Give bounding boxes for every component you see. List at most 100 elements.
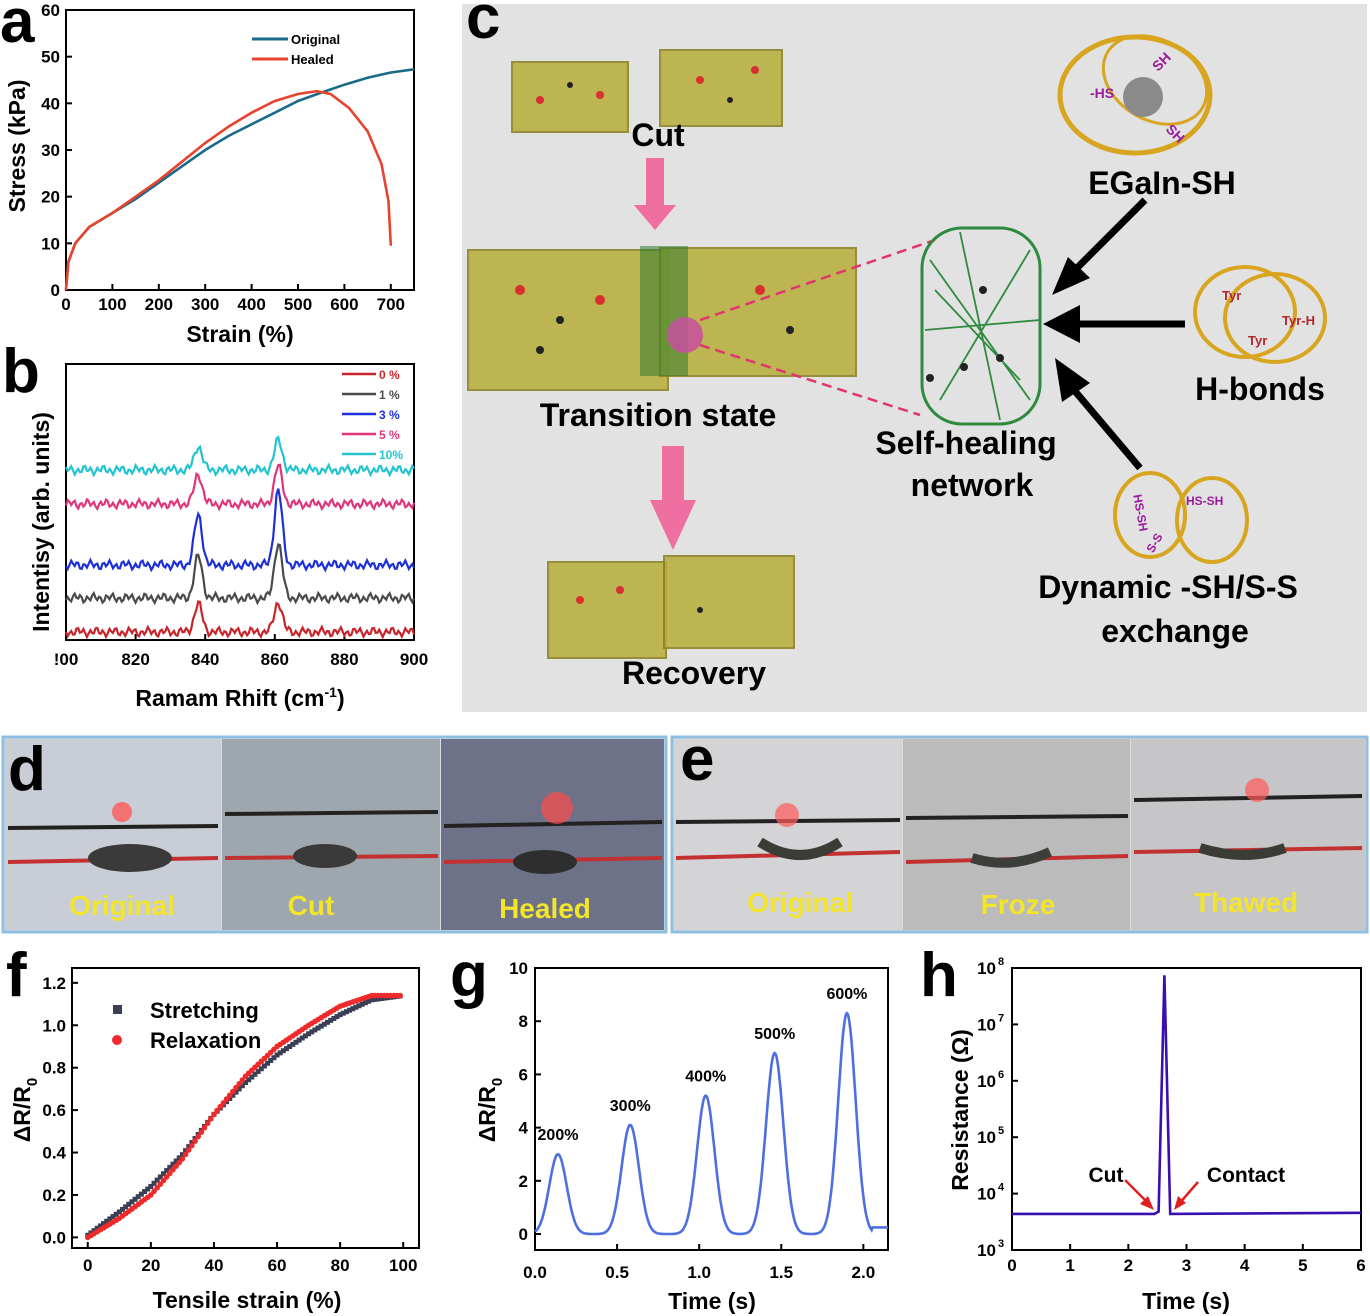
- relaxation-point: [214, 1107, 220, 1114]
- stretching-point: [337, 1012, 343, 1018]
- h-bonds-label-tyr1: Tyr: [1222, 288, 1241, 303]
- panel-b-xlabel-end: ): [337, 685, 345, 711]
- photo-d-original: [5, 739, 221, 930]
- ytick-label: 30: [41, 141, 60, 160]
- dynamic-label-hs-sh2: HS-SH: [1186, 494, 1223, 508]
- relaxation-point: [204, 1120, 211, 1127]
- raman-series-line: [64, 463, 416, 512]
- panel-f-ylabel-sub: 0: [24, 1078, 41, 1086]
- stretching-point: [239, 1083, 245, 1089]
- relaxation-point: [223, 1096, 230, 1102]
- annotation-cut: Cut: [1089, 1164, 1124, 1187]
- xtick-label: 5: [1298, 1256, 1307, 1275]
- stretching-point: [271, 1055, 277, 1061]
- panel-letter-h: h: [920, 941, 958, 1010]
- photo-e-label-thawed: Thawed: [1194, 887, 1298, 918]
- stretching-point: [284, 1046, 290, 1052]
- egain-sh-label-hs: -HS: [1090, 85, 1114, 101]
- xtick-label: 1: [1065, 1256, 1074, 1275]
- peak-strain-annotation: 400%: [685, 1069, 726, 1086]
- relaxation-point: [195, 1133, 201, 1140]
- panel-b-legend: 0 % 1 % 3 % 5 % 10%: [342, 368, 403, 462]
- xtick-label: 100: [389, 1256, 417, 1275]
- stretching-point: [116, 1209, 122, 1215]
- ytick-label: 10: [977, 1128, 996, 1147]
- relaxation-point: [157, 1181, 164, 1187]
- dynamic-label-line2: exchange: [1101, 613, 1249, 649]
- ytick-label: 10: [977, 1185, 996, 1204]
- stretching-point: [164, 1168, 170, 1174]
- stretching-point: [183, 1148, 189, 1154]
- stretching-point: [375, 996, 381, 1002]
- stretching-point: [160, 1171, 166, 1177]
- stretching-point: [356, 1003, 362, 1009]
- stretching-point: [233, 1089, 239, 1095]
- relaxation-point: [208, 1116, 214, 1122]
- stretching-point: [107, 1216, 113, 1222]
- xtick-label: 100: [98, 295, 126, 314]
- relaxation-point: [151, 1188, 157, 1195]
- xtick-label: 1.0: [687, 1263, 711, 1282]
- relaxation-point: [185, 1147, 192, 1153]
- relaxation-point: [173, 1163, 179, 1169]
- xtick-label: 0.0: [523, 1263, 547, 1282]
- cut-blocks-illustration: [511, 49, 783, 133]
- stretching-point: [325, 1019, 331, 1025]
- ytick-label: 0: [51, 281, 60, 300]
- stretching-point: [173, 1158, 179, 1164]
- panel-a-xlabel: Strain (%): [186, 321, 293, 347]
- stretching-point: [94, 1225, 100, 1231]
- relaxation-point: [198, 1129, 205, 1135]
- panel-b-xlabel-main: Ramam Rhift (cm: [135, 685, 324, 711]
- panel-b: b !00 820 840 860 880 900 0 % 1 % 3 % 5 % 10% Ram…: [2, 337, 428, 711]
- resistance-change-line: [534, 1011, 888, 1236]
- panel-letter-a: a: [0, 0, 35, 56]
- panel-letter-f: f: [6, 941, 27, 1010]
- stretching-point: [328, 1017, 334, 1023]
- panel-h-ylabel: Resistance (Ω): [947, 1029, 973, 1191]
- legend-original-label: Original: [291, 32, 340, 47]
- arrow-head-2-icon: [1043, 305, 1080, 343]
- stretching-point: [170, 1161, 176, 1167]
- stretching-point: [126, 1201, 132, 1207]
- ytick-label: 0.2: [42, 1186, 66, 1205]
- panel-f-yticks: 0.0 0.2 0.4 0.6 0.8 1.0 1.2: [42, 974, 78, 1247]
- transition-blocks-illustration: [467, 246, 857, 391]
- legend-relaxation-swatch: [112, 1035, 122, 1045]
- panel-c: c Cut Transition state Recovery: [462, 0, 1367, 712]
- stretching-point: [372, 996, 378, 1002]
- relaxation-point: [192, 1138, 198, 1144]
- relaxation-point: [170, 1166, 176, 1173]
- stretching-point: [151, 1180, 157, 1186]
- photo-e-label-original: Original: [747, 887, 853, 918]
- raman-series-line: [65, 542, 415, 606]
- stretching-point: [119, 1206, 125, 1212]
- xtick-label: 700: [377, 295, 405, 314]
- ytick-label: 40: [41, 94, 60, 113]
- stretching-point: [309, 1029, 315, 1035]
- panel-b-lines: [64, 435, 416, 640]
- panel-a-ylabel: Stress (kPa): [4, 80, 30, 213]
- xtick-label: 60: [268, 1256, 287, 1275]
- legend-relaxation-label: Relaxation: [150, 1028, 261, 1053]
- stretching-point: [249, 1074, 255, 1080]
- stretching-point: [350, 1006, 356, 1012]
- xtick-label: 840: [191, 650, 219, 669]
- zoom-line-bottom: [699, 343, 921, 417]
- relaxation-point: [230, 1088, 236, 1095]
- zoom-line-top: [699, 238, 936, 322]
- photo-d-label-original: Original: [69, 890, 175, 921]
- panel-h-xticks: 0 1 2 3 4 5 6: [1007, 1244, 1366, 1275]
- stretching-point: [268, 1057, 274, 1063]
- panel-d: d Original Cut Healed: [1, 735, 668, 934]
- xtick-label: 600: [330, 295, 358, 314]
- ytick-label: 0: [519, 1225, 528, 1244]
- stretching-point: [132, 1196, 138, 1202]
- relaxation-point: [211, 1111, 217, 1118]
- panel-letter-d: d: [8, 735, 46, 804]
- panel-f-ylabel-main: ΔR/R: [9, 1086, 35, 1143]
- raman-series-line: [64, 600, 416, 640]
- legend-label: 5 %: [379, 428, 400, 442]
